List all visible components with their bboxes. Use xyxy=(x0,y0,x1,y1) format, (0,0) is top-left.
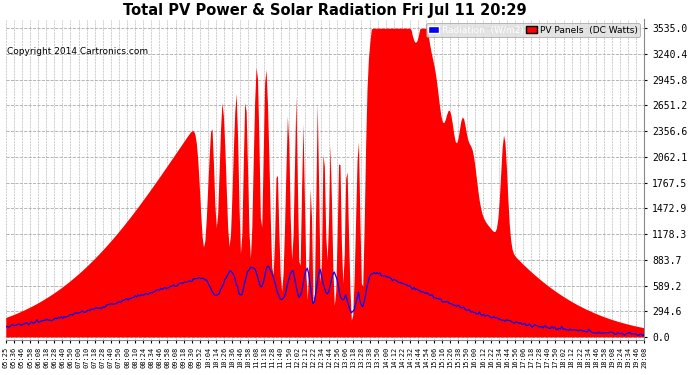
Legend: Radiation  (W/m2), PV Panels  (DC Watts): Radiation (W/m2), PV Panels (DC Watts) xyxy=(426,24,640,37)
Text: Copyright 2014 Cartronics.com: Copyright 2014 Cartronics.com xyxy=(7,47,148,56)
Title: Total PV Power & Solar Radiation Fri Jul 11 20:29: Total PV Power & Solar Radiation Fri Jul… xyxy=(124,3,527,18)
